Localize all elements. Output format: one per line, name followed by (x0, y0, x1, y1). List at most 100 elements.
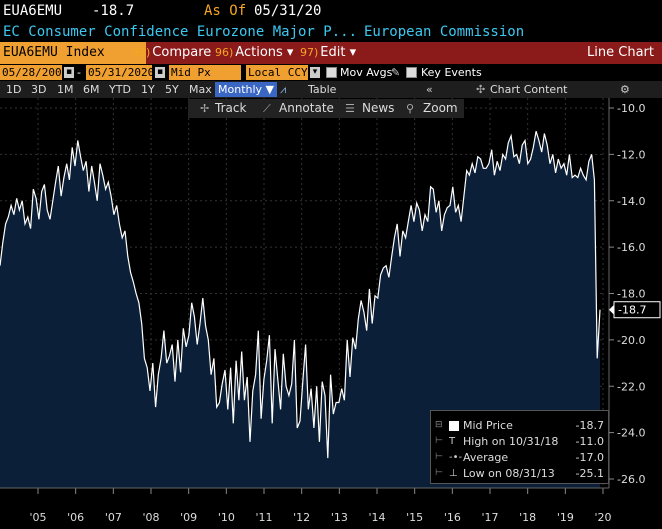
x-tick-label: '08 (142, 511, 159, 524)
compare-menu[interactable]: 95) Compare (132, 42, 211, 64)
mov-avgs-checkbox[interactable] (326, 67, 337, 78)
annotate-icon[interactable]: ⟋ (263, 102, 271, 115)
x-tick-label: '05 (29, 511, 46, 524)
security-description-row: EC Consumer Confidence Eurozone Major P.… (0, 22, 662, 42)
legend-high-label: High on 10/31/18 (463, 435, 559, 448)
x-tick-label: '09 (180, 511, 197, 524)
x-tick-label: '12 (293, 511, 310, 524)
legend-tree-line: ⊢ (435, 468, 443, 478)
source-label[interactable]: European Commission (364, 24, 525, 40)
actions-menu[interactable]: 96) Actions ▾ (215, 42, 293, 64)
mov-avgs-label: Mov Avgs (340, 66, 393, 79)
range-1m[interactable]: 1M (57, 83, 74, 96)
date-separator: - (77, 66, 81, 79)
collapse-left-icon[interactable]: « (426, 83, 433, 96)
legend-mid-price: ⊟ Mid Price -18.7 (431, 418, 608, 433)
security-header: EUA6EMU -18.7 As Of 05/31/20 (0, 0, 662, 22)
currency-dropdown-icon[interactable]: ▾ (310, 67, 320, 78)
zoom-button[interactable]: Zoom (423, 101, 458, 115)
news-button[interactable]: News (362, 101, 395, 115)
legend-high: ⊢ T High on 10/31/18 -11.0 (431, 434, 608, 449)
last-value-label: -18.7 (618, 304, 646, 317)
legend-tree-line: ⊢ (435, 436, 443, 446)
price-type-select[interactable]: Mid Px (169, 65, 241, 80)
legend-mid-label: Mid Price (463, 419, 513, 432)
annotate-button[interactable]: Annotate (279, 101, 334, 115)
y-tick-label: -20.0 (617, 334, 645, 347)
edit-menu-number: 97) (300, 46, 319, 59)
y-tick-label: -26.0 (617, 473, 645, 486)
x-tick-label: '10 (218, 511, 235, 524)
legend-high-value: -11.0 (575, 435, 604, 448)
last-value: -18.7 (92, 3, 135, 19)
last-value-pointer (609, 304, 614, 315)
ticker-label[interactable]: EUA6EMU (3, 3, 63, 19)
legend-low: ⊢ ⊥ Low on 08/31/13 -25.1 (431, 466, 608, 481)
compare-menu-number: 95) (132, 46, 151, 59)
x-tick-label: '13 (331, 511, 348, 524)
range-6m[interactable]: 6M (83, 83, 100, 96)
y-tick-label: -12.0 (617, 148, 645, 161)
legend-tree-line: ⊢ (435, 452, 443, 462)
chart-tools-row: ✢ Track ⟋ Annotate ☰ News ⚲ Zoom (0, 99, 662, 118)
y-axis-ticks: -10.0 -12.0 -14.0 -16.0 -18.0 -20.0 -22.0 -24.0… (609, 102, 645, 486)
chart-legend[interactable]: ⊟ Mid Price -18.7 ⊢ T High on 10/31/18 -… (430, 410, 609, 484)
chart-content-button[interactable]: Chart Content (490, 83, 568, 96)
period-select[interactable]: Monthly ▼ (215, 82, 277, 97)
track-button[interactable]: Track (215, 101, 247, 115)
asof-label: As Of (204, 3, 247, 19)
legend-collapse-icon[interactable]: ⊟ (435, 420, 443, 430)
x-tick-label: '18 (519, 511, 536, 524)
legend-avg-value: -17.0 (575, 451, 604, 464)
x-tick-label: '20 (594, 511, 611, 524)
zoom-icon[interactable]: ⚲ (406, 102, 415, 115)
y-tick-label: -16.0 (617, 241, 645, 254)
security-description: EC Consumer Confidence Eurozone Major P.… (3, 24, 358, 40)
track-icon[interactable]: ✢ (200, 102, 210, 115)
asof-date: 05/31/20 (254, 3, 322, 19)
x-tick-label: '14 (368, 511, 385, 524)
menu-bar: EUA6EMU Index 95) Compare 96) Actions ▾ 97… (0, 42, 662, 64)
index-name-field[interactable]: EUA6EMU Index (0, 42, 146, 64)
mid-price-swatch (449, 421, 459, 431)
start-date-field[interactable]: 05/28/2004 (0, 65, 69, 80)
gear-icon[interactable]: ⚙ (620, 83, 630, 96)
legend-low-label: Low on 08/31/13 (463, 467, 555, 480)
series-area-fill (0, 131, 600, 488)
currency-select[interactable]: Local CCY (246, 65, 308, 80)
y-tick-label: -24.0 (617, 427, 645, 440)
y-tick-label: -14.0 (617, 195, 645, 208)
key-events-label: Key Events (421, 66, 482, 79)
range-3d[interactable]: 3D (31, 83, 47, 96)
key-events-checkbox[interactable] (406, 67, 417, 78)
news-icon[interactable]: ☰ (345, 102, 355, 115)
end-date-calendar-icon[interactable]: ▪ (155, 67, 165, 78)
y-tick-label: -22.0 (617, 380, 645, 393)
x-tick-label: '17 (481, 511, 498, 524)
edit-menu[interactable]: 97) Edit ▾ (300, 42, 356, 64)
line-chart-icon[interactable]: ⩘ (280, 83, 287, 96)
compare-menu-label: Compare (152, 45, 212, 60)
legend-average: ⊢ -•- Average -17.0 (431, 450, 608, 465)
start-date-calendar-icon[interactable]: ▪ (64, 67, 74, 78)
pencil-icon[interactable]: ✎ (391, 66, 401, 79)
legend-low-value: -25.1 (575, 467, 604, 480)
range-5y[interactable]: 5Y (165, 83, 179, 96)
x-tick-label: '15 (406, 511, 423, 524)
last-value-marker: -18.7 (609, 301, 661, 319)
range-1d[interactable]: 1D (6, 83, 22, 96)
x-tick-label: '07 (105, 511, 122, 524)
chart-content-icon[interactable]: ✣ (476, 83, 486, 96)
x-tick-label: '16 (444, 511, 461, 524)
range-toolbar: 1D 3D 1M 6M YTD 1Y 5Y Max Monthly ▼ ⩘ Ta… (0, 81, 662, 98)
range-max[interactable]: Max (189, 83, 212, 96)
legend-avg-label: Average (463, 451, 509, 464)
end-date-field[interactable]: 05/31/2020 (86, 65, 155, 80)
table-button[interactable]: Table (308, 83, 337, 96)
x-axis-ticks: '05 '06 '07 '08 '09 '10 '11 '12 '13 '14 '15 '16 '17 '… (0, 487, 612, 524)
chart-type-title: Line Chart (587, 45, 654, 60)
high-marker-icon: T (449, 436, 456, 447)
x-tick-label: '11 (255, 511, 272, 524)
range-1y[interactable]: 1Y (141, 83, 155, 96)
range-ytd[interactable]: YTD (109, 83, 131, 96)
